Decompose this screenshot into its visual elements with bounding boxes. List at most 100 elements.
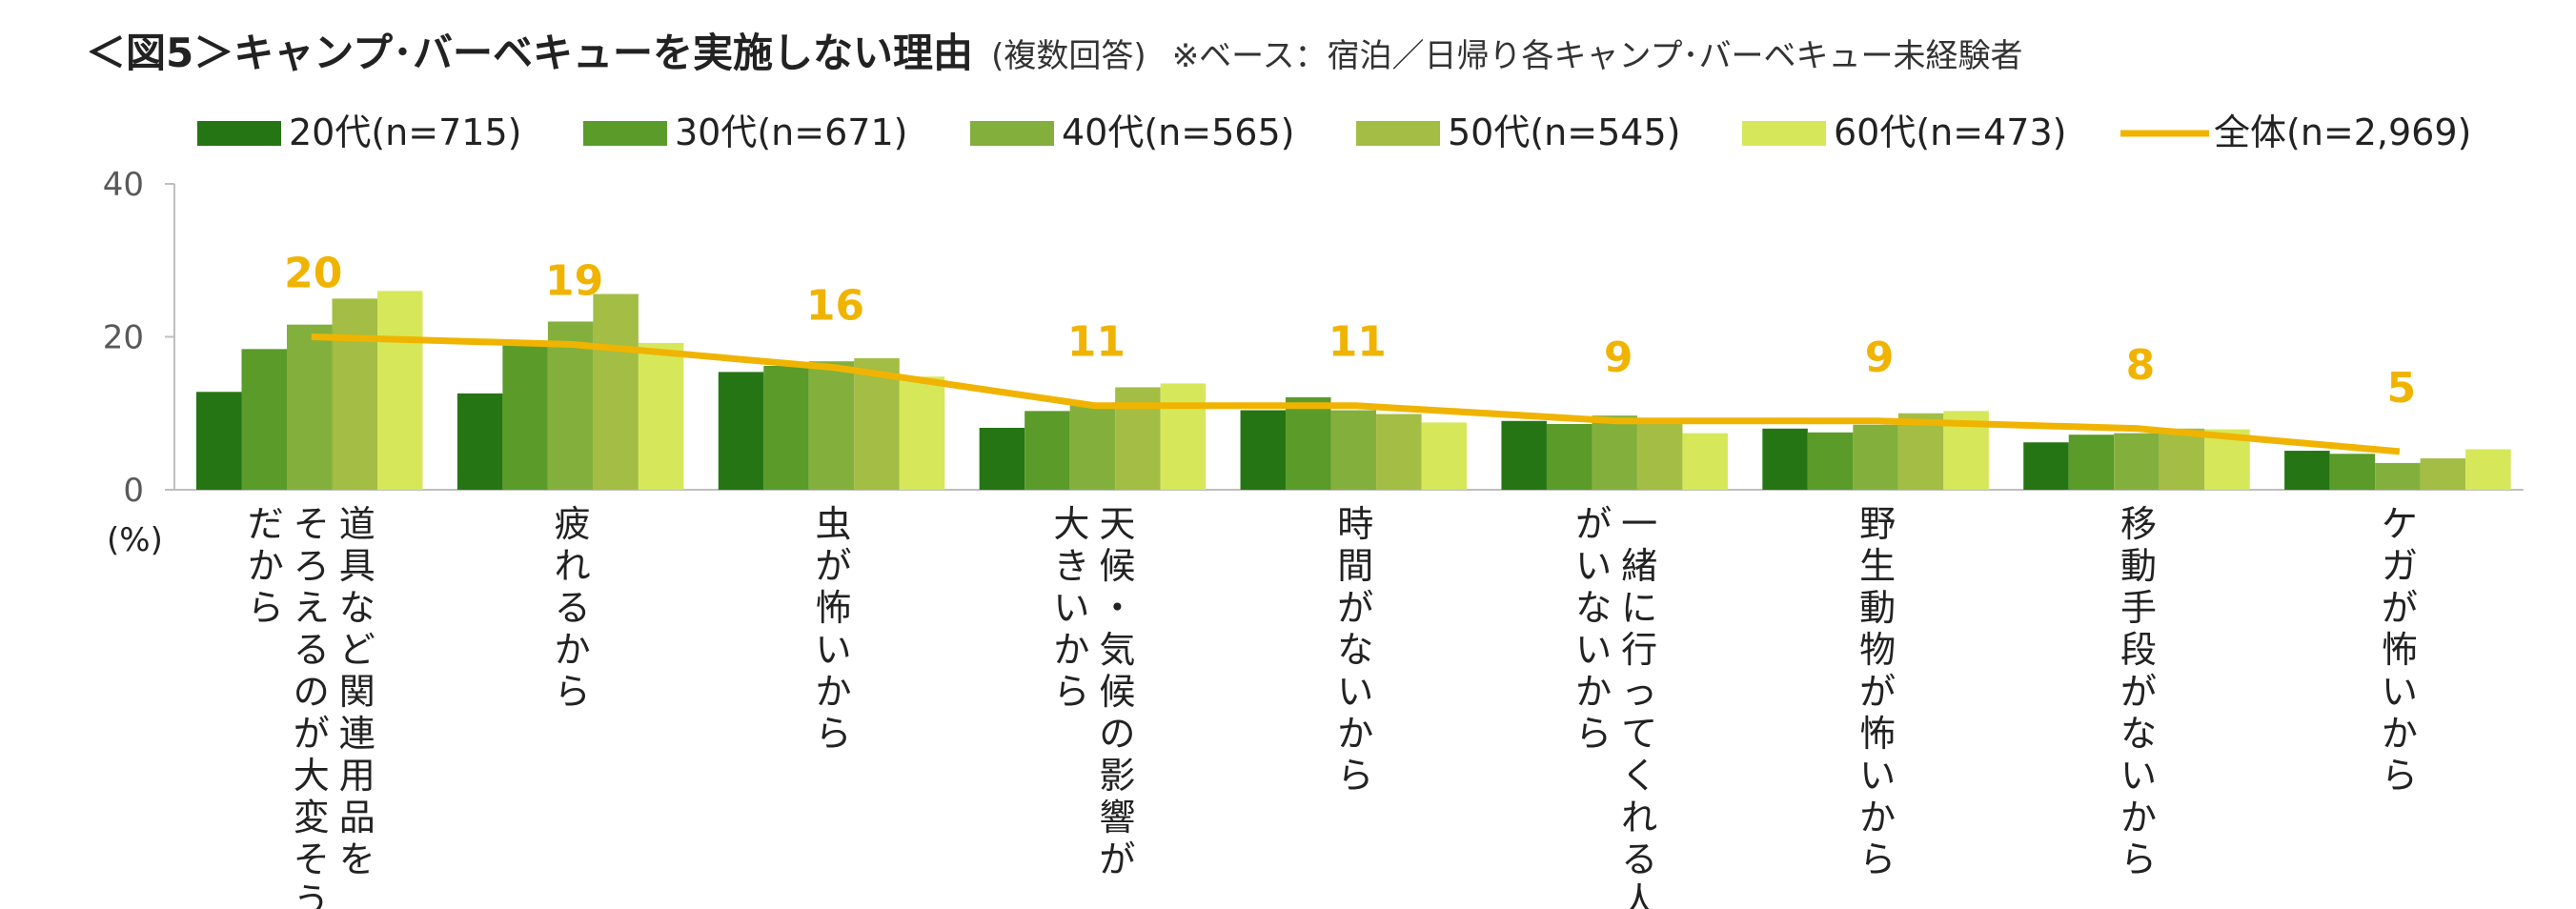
category-label-char: が [816,545,852,587]
bar [1592,415,1637,490]
legend-label: 60代(n=473) [1834,111,2066,153]
category-label-char: れ [555,545,591,587]
category-label-char: が [294,713,330,755]
bar [2329,454,2376,490]
category-label-char: 具 [339,545,375,587]
category-label-char: の [1099,713,1135,755]
legend-label: 20代(n=715) [289,111,521,153]
category-label-char: 大 [1053,503,1089,545]
category-label-char: 疲 [555,503,591,545]
total-data-label: 16 [806,282,864,331]
category-label-char: 響 [1099,797,1135,838]
category-label-char: 大 [294,755,330,797]
category-label-char: い [2120,755,2157,797]
total-data-label: 9 [1865,333,1895,382]
category-label-char: ら [1575,713,1612,755]
category-label-char: き [1053,545,1089,587]
category-label-char: 移 [2120,503,2157,545]
bar [377,291,423,490]
legend-label: 30代(n=671) [675,111,907,153]
category-label-char: 怖 [2382,629,2418,671]
y-tick-label: 0 [123,472,144,510]
bar [1376,414,1422,490]
category-label-char: が [2382,587,2418,629]
category-label-char: 道 [339,503,375,545]
category-label-char: ケ [2382,503,2418,545]
total-series-line [311,333,2401,455]
category-label-char: 物 [1859,629,1896,671]
bar [287,324,333,490]
bar [1807,432,1854,490]
bar [1897,413,1944,490]
category-label-char: 野 [1859,503,1896,545]
category-label-char: 動 [1859,587,1896,629]
category-label-char: だ [248,503,284,545]
total-data-label: 8 [2126,341,2156,390]
bar [1501,420,1547,490]
category-label-char: 間 [1337,545,1373,587]
bar [332,298,377,490]
bar [2068,434,2115,490]
bar [808,361,855,490]
category-label-char: 手 [2120,587,2157,629]
category-label-char: そ [294,838,330,880]
category-label-char: い [1337,671,1373,713]
legend-label: 40代(n=565) [1062,111,1294,153]
bar [718,372,764,490]
bar [1636,420,1683,490]
category-label-char: れ [1621,797,1657,838]
bar [502,344,548,490]
bar [1421,422,1468,490]
category-label-char: 動 [2120,545,2157,587]
bar [979,427,1025,490]
bar [2465,449,2511,490]
category-label-char: が [1575,503,1612,545]
category-label-char: 品 [339,797,375,838]
y-tick-label: 20 [103,319,144,357]
category-label-char: か [1053,629,1089,671]
legend-swatch [970,121,1054,146]
bar [2284,451,2330,490]
total-data-label: 11 [1067,318,1126,367]
y-axis-unit-label: (%) [107,521,163,559]
category-label-char: の [294,671,330,713]
category-label-char: 緒 [1621,545,1657,587]
category-label-char: ら [248,587,284,629]
category-label-char: 用 [339,755,375,797]
category-label-char: 関 [339,671,375,713]
legend-swatch [583,121,667,146]
total-line: 20 19 16 11 11 9 9 8 5 [284,250,2416,455]
category-label-char: 影 [1099,755,1135,797]
bar [1330,410,1377,490]
category-label-char: 天 [1099,503,1135,545]
title-main: ＜図5＞キャンプ･バーベキューを実施しない理由 [86,30,973,76]
category-label-char: い [1575,545,1612,587]
bar [2420,458,2466,490]
category-label-char: い [1575,629,1612,671]
category-label-char: い [1859,755,1896,797]
bar [1853,424,1898,490]
legend-swatch [1356,121,1440,146]
total-data-label: 11 [1329,318,1387,367]
bar [196,392,242,490]
total-data-label: 20 [284,250,342,298]
bar [2159,428,2205,490]
category-label-char: 行 [1621,629,1657,671]
bar [899,376,945,490]
category-label-char: う [294,880,330,909]
category-label-char: ど [339,629,375,671]
bar [1069,404,1116,490]
category-label-char: い [1053,587,1089,629]
bar [547,321,594,490]
legend-swatch [1742,121,1826,146]
total-data-label: 9 [1604,333,1633,382]
category-label-char: 一 [1621,503,1657,545]
category-label-char: ら [816,713,852,755]
category-label-char: 気 [1099,629,1135,671]
category-labels: 道具など関連用品をそろえるのが大変そうだから疲れるから虫が怖いから天候・気候の影… [248,503,2418,909]
category-label-char: な [1337,629,1373,671]
category-label-char: 変 [294,797,330,838]
legend-swatch [197,121,281,146]
category-label-char: っ [1621,671,1657,713]
